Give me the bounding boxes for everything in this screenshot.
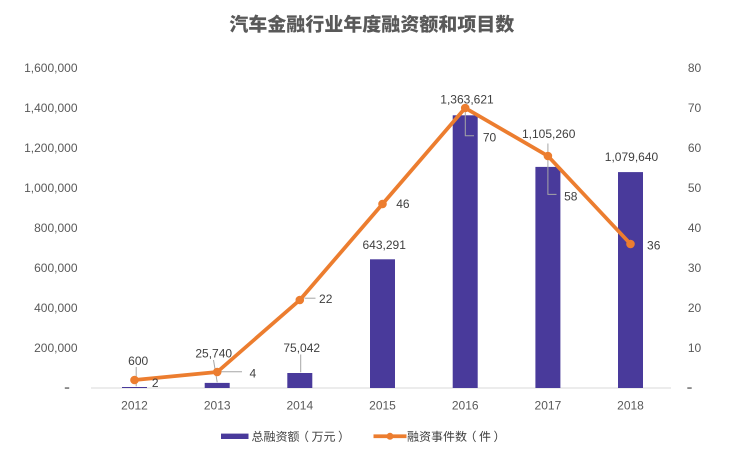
svg-text:25,740: 25,740 [195,347,232,361]
svg-text:1,363,621: 1,363,621 [440,93,494,107]
svg-text:36: 36 [647,239,661,253]
svg-text:400,000: 400,000 [34,301,78,315]
svg-text:50: 50 [688,181,702,195]
svg-text:1,105,260: 1,105,260 [522,127,576,141]
svg-text:600,000: 600,000 [34,261,78,275]
svg-text:75,042: 75,042 [283,341,320,355]
svg-text:200,000: 200,000 [34,341,78,355]
svg-text:80: 80 [688,61,702,75]
svg-text:46: 46 [396,197,410,211]
svg-text:58: 58 [564,190,578,204]
svg-text:1,600,000: 1,600,000 [24,61,78,75]
svg-text:22: 22 [319,292,333,306]
svg-text:2018: 2018 [617,398,644,412]
svg-text:1,400,000: 1,400,000 [24,101,78,115]
svg-text:2013: 2013 [204,398,231,412]
svg-text:1,079,640: 1,079,640 [605,150,659,164]
svg-text:40: 40 [688,221,702,235]
svg-text:600: 600 [128,354,148,368]
svg-text:2017: 2017 [535,398,562,412]
svg-text:2016: 2016 [452,398,479,412]
svg-text:70: 70 [483,130,497,144]
svg-text:30: 30 [688,261,702,275]
svg-text:20: 20 [688,301,702,315]
svg-text:2014: 2014 [286,398,313,412]
svg-text:643,291: 643,291 [363,238,407,252]
svg-text:1,200,000: 1,200,000 [24,141,78,155]
svg-text:70: 70 [688,101,702,115]
svg-text:2015: 2015 [369,398,396,412]
svg-text:2012: 2012 [121,398,148,412]
svg-text:1,000,000: 1,000,000 [24,181,78,195]
svg-text:60: 60 [688,141,702,155]
svg-text:800,000: 800,000 [34,221,78,235]
svg-text:10: 10 [688,341,702,355]
svg-text:2: 2 [152,376,159,390]
svg-text:4: 4 [250,367,257,381]
